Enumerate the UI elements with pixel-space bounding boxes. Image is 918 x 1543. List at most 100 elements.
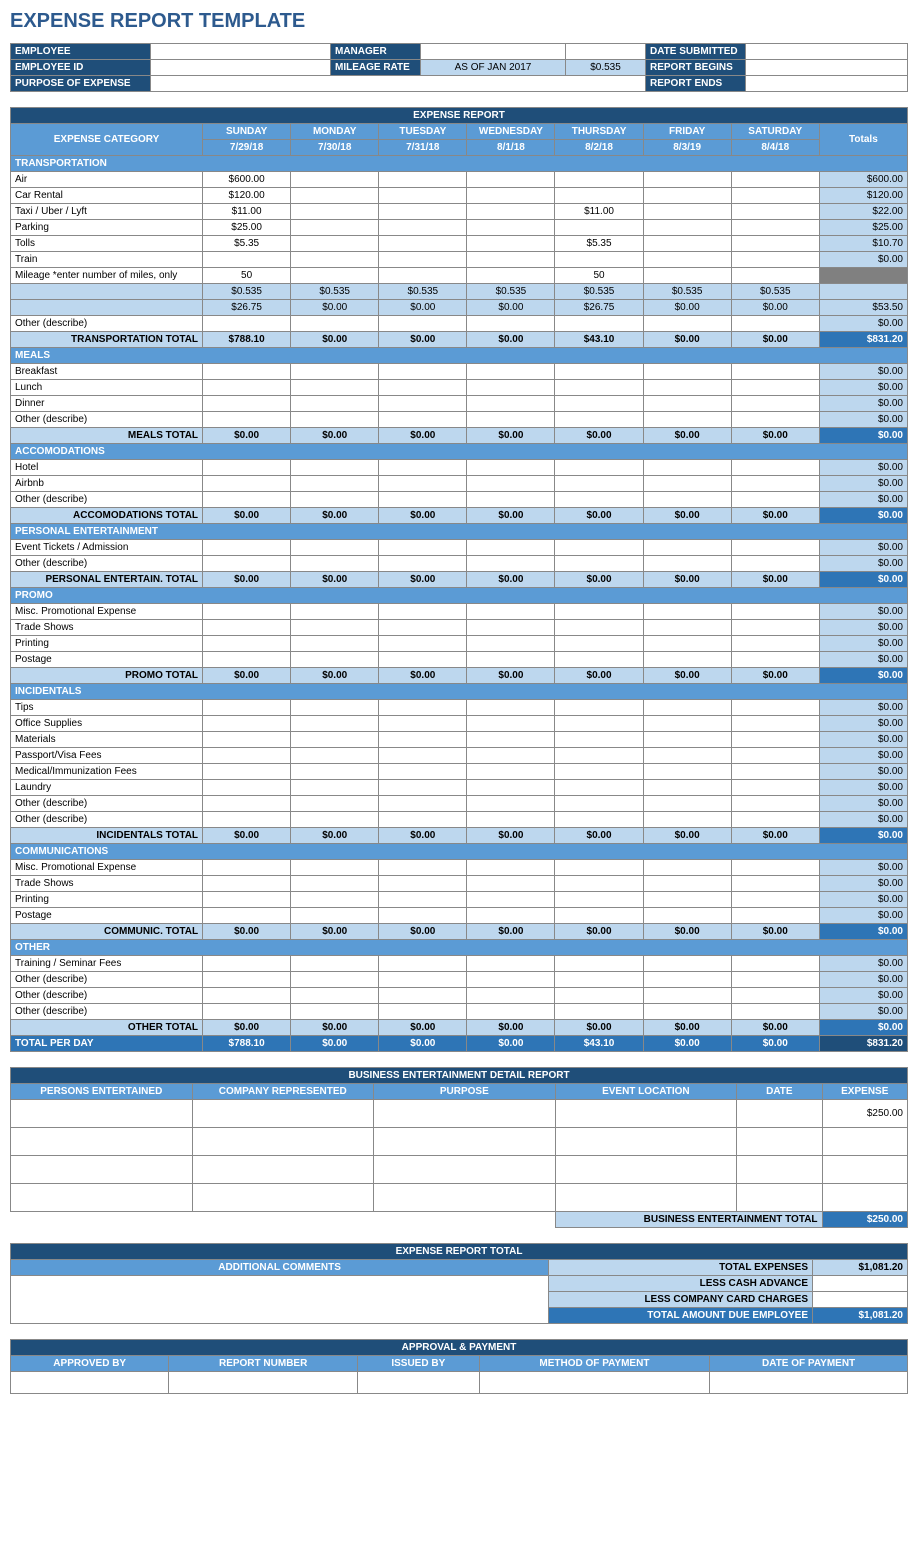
expense-cell[interactable] [731, 956, 819, 972]
expense-cell[interactable] [731, 732, 819, 748]
expense-cell[interactable]: $0.00 [467, 300, 555, 316]
expense-cell[interactable] [291, 460, 379, 476]
expense-cell[interactable] [555, 1004, 643, 1020]
expense-cell[interactable] [379, 236, 467, 252]
expense-cell[interactable] [379, 316, 467, 332]
expense-cell[interactable] [379, 796, 467, 812]
detail-cell[interactable] [555, 1156, 737, 1184]
expense-cell[interactable] [555, 796, 643, 812]
expense-cell[interactable] [291, 476, 379, 492]
expense-cell[interactable] [379, 812, 467, 828]
expense-cell[interactable] [203, 700, 291, 716]
expense-cell[interactable] [467, 780, 555, 796]
expense-cell[interactable] [643, 796, 731, 812]
detail-cell[interactable] [11, 1156, 193, 1184]
expense-cell[interactable] [467, 604, 555, 620]
expense-cell[interactable] [555, 460, 643, 476]
expense-cell[interactable] [555, 860, 643, 876]
expense-cell[interactable] [291, 812, 379, 828]
expense-cell[interactable] [731, 988, 819, 1004]
detail-cell[interactable] [192, 1184, 374, 1212]
expense-cell[interactable] [555, 620, 643, 636]
expense-cell[interactable] [379, 460, 467, 476]
expense-cell[interactable] [203, 892, 291, 908]
approval-val[interactable] [357, 1372, 479, 1394]
expense-cell[interactable] [467, 972, 555, 988]
expense-cell[interactable] [291, 540, 379, 556]
expense-cell[interactable]: $120.00 [203, 188, 291, 204]
expense-cell[interactable] [291, 908, 379, 924]
expense-cell[interactable] [467, 892, 555, 908]
val-employee-id[interactable] [151, 60, 331, 76]
expense-cell[interactable] [467, 476, 555, 492]
detail-cell[interactable] [737, 1156, 822, 1184]
expense-cell[interactable] [643, 716, 731, 732]
expense-cell[interactable] [291, 396, 379, 412]
expense-cell[interactable] [555, 988, 643, 1004]
expense-cell[interactable] [379, 892, 467, 908]
expense-cell[interactable] [731, 220, 819, 236]
expense-cell[interactable] [467, 396, 555, 412]
expense-cell[interactable] [291, 988, 379, 1004]
expense-cell[interactable] [203, 460, 291, 476]
expense-cell[interactable] [643, 764, 731, 780]
expense-cell[interactable] [203, 396, 291, 412]
expense-cell[interactable] [467, 1004, 555, 1020]
val-manager[interactable] [421, 44, 566, 60]
expense-cell[interactable] [555, 492, 643, 508]
expense-cell[interactable] [203, 364, 291, 380]
detail-cell[interactable] [11, 1184, 193, 1212]
expense-cell[interactable] [467, 764, 555, 780]
expense-cell[interactable] [643, 396, 731, 412]
expense-cell[interactable] [731, 364, 819, 380]
approval-val[interactable] [479, 1372, 709, 1394]
expense-cell[interactable] [731, 604, 819, 620]
expense-cell[interactable]: $0.535 [467, 284, 555, 300]
expense-cell[interactable]: $0.00 [731, 300, 819, 316]
detail-cell[interactable] [374, 1100, 556, 1128]
expense-cell[interactable] [467, 188, 555, 204]
expense-cell[interactable] [643, 860, 731, 876]
expense-cell[interactable] [555, 476, 643, 492]
expense-cell[interactable] [731, 892, 819, 908]
expense-cell[interactable] [643, 988, 731, 1004]
expense-cell[interactable] [555, 412, 643, 428]
expense-cell[interactable] [467, 364, 555, 380]
detail-cell[interactable] [737, 1184, 822, 1212]
expense-cell[interactable] [379, 268, 467, 284]
expense-cell[interactable] [555, 972, 643, 988]
expense-cell[interactable] [555, 364, 643, 380]
expense-cell[interactable]: $26.75 [203, 300, 291, 316]
expense-cell[interactable] [203, 380, 291, 396]
expense-cell[interactable] [291, 860, 379, 876]
expense-cell[interactable] [731, 972, 819, 988]
expense-cell[interactable] [379, 556, 467, 572]
expense-cell[interactable]: $0.00 [643, 300, 731, 316]
expense-cell[interactable] [379, 492, 467, 508]
expense-cell[interactable] [555, 780, 643, 796]
expense-cell[interactable] [643, 876, 731, 892]
expense-cell[interactable] [643, 188, 731, 204]
expense-cell[interactable] [555, 956, 643, 972]
expense-cell[interactable] [555, 892, 643, 908]
expense-cell[interactable] [379, 908, 467, 924]
expense-cell[interactable] [555, 220, 643, 236]
expense-cell[interactable] [643, 380, 731, 396]
expense-cell[interactable] [643, 1004, 731, 1020]
expense-cell[interactable] [467, 460, 555, 476]
expense-cell[interactable] [467, 860, 555, 876]
expense-cell[interactable]: $600.00 [203, 172, 291, 188]
expense-cell[interactable] [379, 604, 467, 620]
expense-cell[interactable] [731, 396, 819, 412]
expense-cell[interactable] [731, 460, 819, 476]
expense-cell[interactable] [555, 748, 643, 764]
expense-cell[interactable] [731, 636, 819, 652]
expense-cell[interactable] [379, 748, 467, 764]
expense-cell[interactable] [291, 316, 379, 332]
expense-cell[interactable] [555, 172, 643, 188]
expense-cell[interactable] [203, 716, 291, 732]
expense-cell[interactable] [203, 732, 291, 748]
expense-cell[interactable] [291, 780, 379, 796]
expense-cell[interactable] [379, 252, 467, 268]
expense-cell[interactable] [555, 396, 643, 412]
